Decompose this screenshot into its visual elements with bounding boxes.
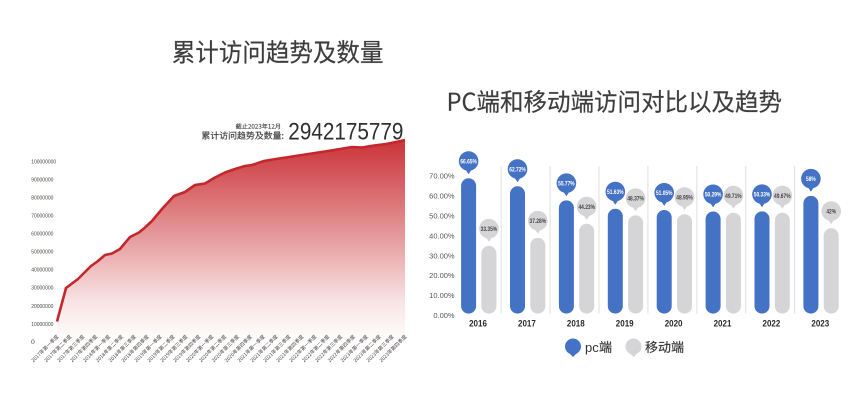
svg-text:100000000: 100000000 bbox=[31, 159, 56, 165]
svg-text:2016: 2016 bbox=[469, 318, 487, 329]
svg-text:30.00%: 30.00% bbox=[429, 251, 455, 260]
svg-text:pc: pc bbox=[585, 340, 599, 355]
svg-text:50.33%: 50.33% bbox=[754, 192, 771, 199]
svg-text:58%: 58% bbox=[806, 176, 816, 183]
svg-text:80000000: 80000000 bbox=[31, 195, 53, 201]
svg-text:2021: 2021 bbox=[714, 318, 732, 329]
svg-text:2022: 2022 bbox=[763, 318, 781, 329]
svg-text:0.00%: 0.00% bbox=[433, 311, 455, 320]
svg-text:55.77%: 55.77% bbox=[558, 181, 575, 188]
svg-text:66.65%: 66.65% bbox=[460, 159, 477, 166]
svg-text:90000000: 90000000 bbox=[31, 177, 53, 183]
svg-text:0: 0 bbox=[31, 339, 35, 346]
svg-text:10000000: 10000000 bbox=[31, 322, 53, 328]
svg-text:49.67%: 49.67% bbox=[774, 193, 791, 200]
svg-text:42%: 42% bbox=[826, 209, 836, 216]
svg-text:40000000: 40000000 bbox=[31, 268, 53, 274]
svg-text:33.35%: 33.35% bbox=[481, 226, 498, 233]
svg-text:48.95%: 48.95% bbox=[676, 194, 693, 201]
svg-text:2018: 2018 bbox=[567, 318, 585, 329]
svg-text:50.29%: 50.29% bbox=[705, 192, 722, 199]
svg-text:51.05%: 51.05% bbox=[656, 190, 673, 197]
svg-text:2942175779: 2942175779 bbox=[288, 118, 403, 145]
svg-text:48.37%: 48.37% bbox=[627, 196, 644, 203]
svg-text:2017: 2017 bbox=[518, 318, 536, 329]
svg-text:30000000: 30000000 bbox=[31, 286, 53, 292]
svg-text:60000000: 60000000 bbox=[31, 232, 53, 238]
svg-text:70.00%: 70.00% bbox=[429, 172, 455, 181]
svg-text:44.23%: 44.23% bbox=[578, 204, 595, 211]
svg-text:70000000: 70000000 bbox=[31, 214, 53, 220]
svg-text:50.00%: 50.00% bbox=[429, 212, 455, 221]
svg-text:10.00%: 10.00% bbox=[429, 291, 455, 300]
svg-text:49.71%: 49.71% bbox=[725, 193, 742, 200]
svg-text:51.63%: 51.63% bbox=[607, 189, 624, 196]
svg-text:62.72%: 62.72% bbox=[509, 167, 526, 174]
svg-text:60.00%: 60.00% bbox=[429, 192, 455, 201]
svg-text:20000000: 20000000 bbox=[31, 304, 53, 310]
svg-text:37.28%: 37.28% bbox=[530, 218, 547, 225]
svg-text:2023: 2023 bbox=[811, 318, 829, 329]
svg-text:20.00%: 20.00% bbox=[429, 271, 455, 280]
svg-text:2019: 2019 bbox=[616, 318, 634, 329]
svg-text:2020: 2020 bbox=[665, 318, 683, 329]
svg-text:50000000: 50000000 bbox=[31, 250, 53, 256]
svg-text:40.00%: 40.00% bbox=[429, 231, 455, 240]
